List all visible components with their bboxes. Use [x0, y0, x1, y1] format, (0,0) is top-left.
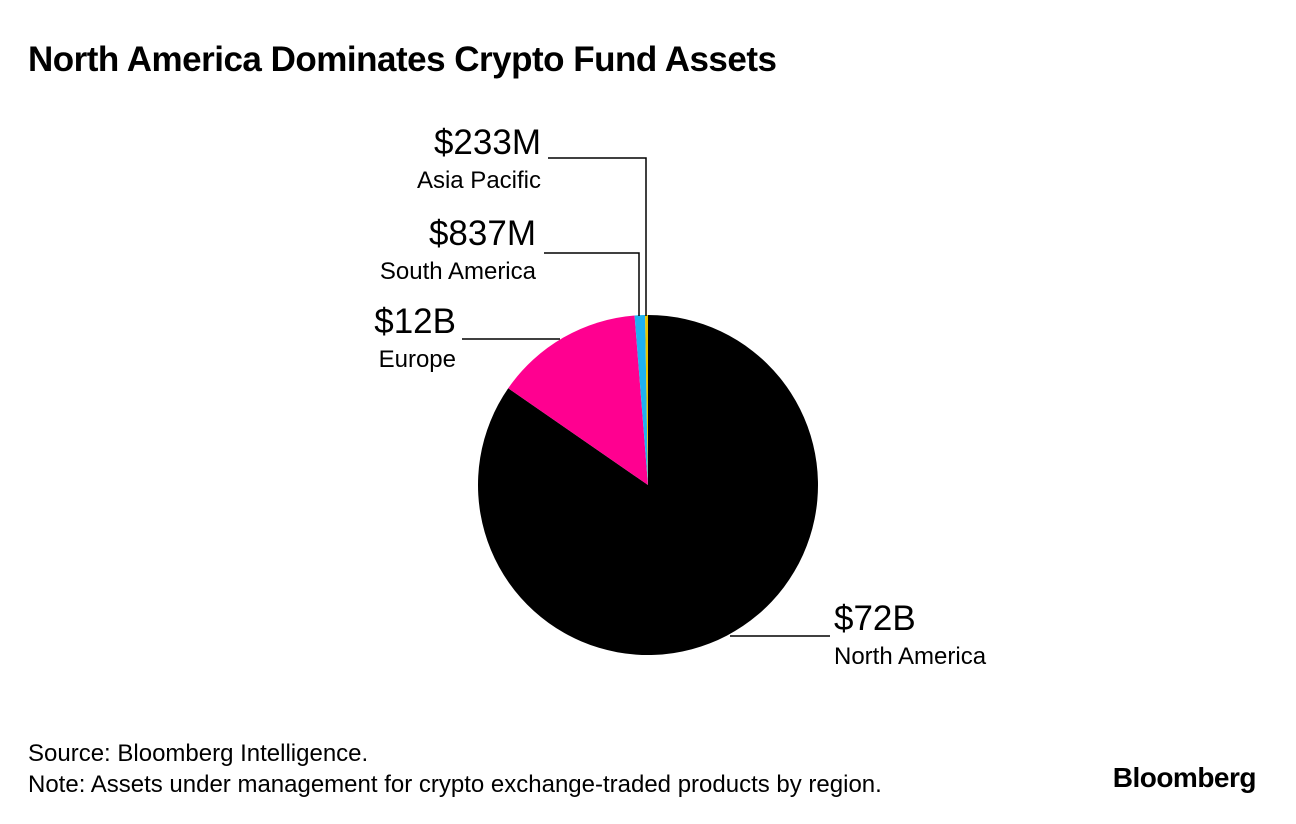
pie-slice-south-america [634, 315, 648, 485]
slice-name-label-europe: Europe [379, 346, 456, 373]
chart-title: North America Dominates Crypto Fund Asse… [28, 40, 777, 79]
slice-value-label-north-america: $72B [834, 599, 916, 638]
slice-name-label-asia-pacific: Asia Pacific [417, 167, 541, 194]
bloomberg-logo: Bloomberg [1112, 762, 1257, 793]
slice-value-label-asia-pacific: $233M [434, 123, 541, 162]
source-note: Source: Bloomberg Intelligence. [28, 740, 369, 767]
methodology-note: Note: Assets under management for crypto… [28, 771, 882, 798]
leader-line-south-america [544, 252, 640, 316]
slice-name-label-north-america: North America [834, 643, 987, 670]
leader-line-asia-pacific [548, 157, 647, 316]
slice-value-label-europe: $12B [374, 302, 456, 341]
slice-value-label-south-america: $837M [429, 214, 536, 253]
chart-footer: Source: Bloomberg Intelligence. Note: As… [28, 738, 882, 800]
pie-slice-asia-pacific [645, 315, 648, 485]
pie-slice-europe [508, 315, 648, 485]
slice-name-label-south-america: South America [380, 258, 537, 285]
